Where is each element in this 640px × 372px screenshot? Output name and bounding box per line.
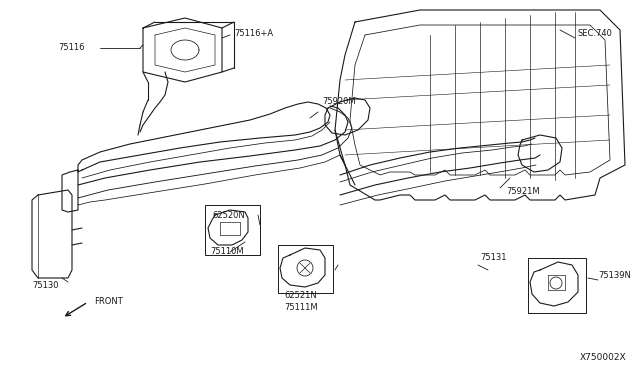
Text: 75921M: 75921M: [506, 187, 540, 196]
Text: 75130: 75130: [32, 280, 58, 289]
Text: X750002X: X750002X: [580, 353, 627, 362]
Text: 75116: 75116: [58, 44, 84, 52]
Text: 75139N: 75139N: [598, 270, 631, 279]
Text: 62521N: 62521N: [284, 292, 317, 301]
Bar: [528, 258, 586, 313]
Text: FRONT: FRONT: [94, 298, 123, 307]
Bar: [278, 245, 333, 293]
Text: 75111M: 75111M: [284, 304, 317, 312]
Text: 75110M: 75110M: [210, 247, 244, 257]
Bar: [205, 205, 260, 255]
Text: SEC.740: SEC.740: [578, 29, 613, 38]
Text: 75920M: 75920M: [322, 97, 356, 106]
Text: 75116+A: 75116+A: [234, 29, 273, 38]
Text: 62520N: 62520N: [212, 212, 244, 221]
Text: 75131: 75131: [480, 253, 506, 263]
